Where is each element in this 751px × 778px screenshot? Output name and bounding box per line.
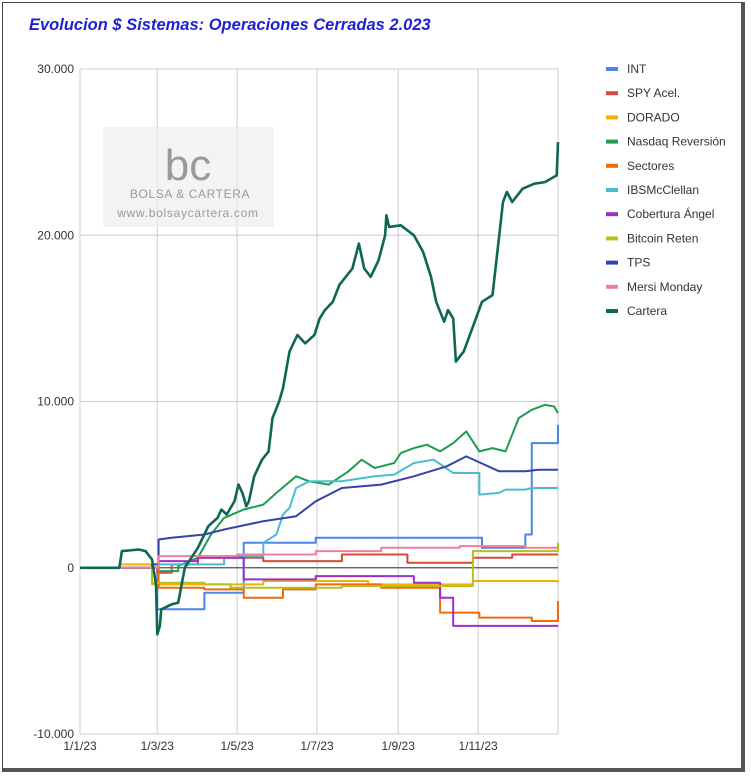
legend-label: INT	[627, 62, 647, 76]
legend-label: Bitcoin Reten	[627, 231, 698, 245]
series-line-cobertura-ngel	[80, 556, 558, 627]
legend-label: Sectores	[627, 159, 674, 173]
series-lines	[80, 142, 560, 636]
legend-label: SPY Acel.	[627, 86, 680, 100]
legend-label: TPS	[627, 256, 650, 270]
x-tick-label: 1/9/23	[382, 739, 416, 753]
watermark-url: www.bolsaycartera.com	[116, 206, 258, 220]
series-line-nasdaq-reversi-n	[80, 403, 559, 573]
watermark: bc BOLSA & CARTERA www.bolsaycartera.com	[103, 127, 274, 227]
series-line-bitcoin-reten	[80, 542, 559, 589]
legend-swatch	[606, 139, 618, 144]
x-tick-label: 1/11/23	[459, 739, 498, 753]
series-line-cartera	[80, 142, 560, 636]
y-tick-label: 30.000	[37, 62, 74, 76]
x-tick-label: 1/7/23	[300, 739, 334, 753]
legend-swatch	[606, 91, 618, 96]
legend-label: Nasdaq Reversión	[627, 135, 726, 149]
series-line-int	[80, 424, 559, 611]
x-tick-label: 1/1/23	[63, 739, 97, 753]
y-tick-label: 20.000	[37, 228, 74, 242]
legend-swatch	[606, 115, 618, 120]
series-line-spy-acel-	[80, 553, 558, 574]
series-line-mersi-monday	[80, 545, 558, 569]
legend-swatch	[606, 212, 618, 217]
legend-swatch	[606, 188, 618, 192]
legend-label: DORADO	[627, 110, 680, 124]
legend-swatch	[606, 260, 618, 265]
x-tick-label: 1/5/23	[220, 739, 254, 753]
legend-swatch	[606, 163, 618, 168]
series-line-sectores	[80, 566, 559, 622]
chart-title: Evolucion $ Sistemas: Operaciones Cerrad…	[29, 16, 431, 34]
legend-label: Mersi Monday	[627, 280, 702, 294]
legend-label: Cobertura Ángel	[627, 206, 714, 221]
watermark-logo: bc	[165, 141, 211, 190]
y-tick-label: -10.000	[33, 727, 74, 741]
watermark-name: BOLSA & CARTERA	[130, 187, 250, 201]
legend-swatch	[606, 309, 618, 313]
legend: INT SPY Acel. DORADO Nasdaq Reversión Sector…	[606, 62, 726, 318]
watermark-background	[103, 127, 274, 227]
legend-swatch	[606, 67, 618, 71]
legend-label: Cartera	[627, 304, 667, 318]
axis-ticks: -10.000 0 10.000 20.000 30.000 1/1/23 1/3/23 1/…	[33, 62, 498, 753]
legend-swatch	[606, 284, 618, 289]
y-tick-label: 0	[67, 561, 74, 575]
legend-swatch	[606, 236, 618, 241]
y-tick-label: 10.000	[37, 395, 74, 409]
legend-label: IBSMcClellan	[627, 183, 699, 197]
x-tick-label: 1/3/23	[141, 739, 175, 753]
